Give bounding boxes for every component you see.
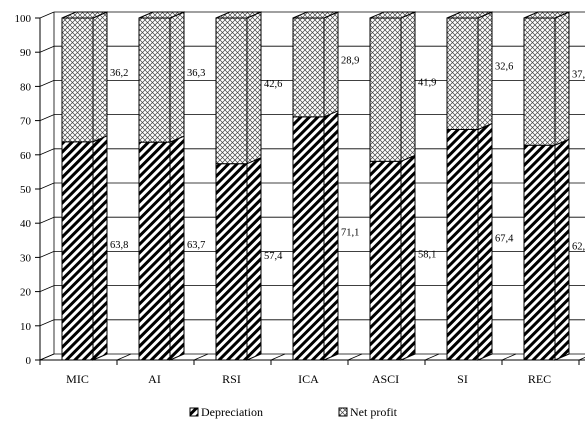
legend-swatch	[189, 407, 199, 417]
gridline-side	[39, 285, 55, 292]
data-label-depreciation: 63,7	[187, 240, 205, 251]
data-label-net-profit: 28,9	[341, 55, 359, 66]
y-tick-label: 10	[20, 321, 32, 333]
y-tick-label: 20	[20, 287, 32, 299]
y-tick-label: 0	[26, 355, 32, 367]
gridline-side	[39, 45, 55, 53]
gridline-side	[39, 182, 55, 190]
y-tick-label: 60	[20, 150, 32, 162]
legend-swatch	[338, 407, 348, 417]
y-tick-label: 100	[15, 13, 32, 25]
bar-net-profit	[138, 17, 171, 143]
data-labels: 63,8 36,2 63,7 36,3 57,4 42,6 71,1 28,9 58,1 41,9…	[110, 55, 585, 261]
data-label-depreciation: 58,1	[418, 250, 436, 261]
gridline-side	[39, 216, 55, 224]
legend-label: Depreciation	[201, 405, 263, 419]
gridline-side	[39, 80, 55, 87]
y-tick-label: 50	[20, 184, 32, 196]
bar-depreciation	[523, 144, 556, 361]
bar-top	[138, 11, 185, 19]
data-label-net-profit: 36,2	[110, 68, 128, 79]
data-label-depreciation: 63,8	[110, 240, 128, 251]
data-label-net-profit: 37,2	[572, 70, 585, 81]
y-tick-label: 30	[20, 252, 32, 264]
data-label-depreciation: 62,8	[572, 242, 585, 253]
bar-net-profit-side	[323, 11, 339, 118]
bar-net-profit-side	[92, 11, 108, 143]
bar-depreciation-side	[92, 135, 108, 361]
bar-depreciation	[61, 141, 94, 361]
legend: Depreciation Net profit	[189, 405, 398, 419]
x-tick-label: REC	[528, 372, 551, 386]
bar-depreciation	[369, 160, 402, 361]
bar-top	[369, 11, 416, 19]
floor-line	[39, 353, 55, 361]
bar-net-profit-side	[554, 11, 570, 146]
gridline-side	[39, 114, 55, 121]
bar-depreciation-side	[323, 110, 339, 361]
bar-depreciation	[138, 141, 171, 361]
bar-top	[523, 11, 570, 19]
bar-depreciation-side	[477, 122, 493, 361]
x-tick-label: AI	[148, 372, 161, 386]
data-label-depreciation: 67,4	[495, 234, 514, 245]
gridline-side	[39, 251, 55, 258]
floor-line	[578, 356, 585, 361]
gridline-side	[39, 319, 55, 327]
data-label-depreciation: 71,1	[341, 227, 359, 238]
bars	[61, 11, 570, 361]
bar-depreciation-side	[169, 135, 185, 361]
bar-depreciation	[446, 128, 479, 361]
x-tick-label: ICA	[298, 372, 319, 386]
data-label-net-profit: 36,3	[187, 68, 205, 79]
x-tick-label: ASCI	[372, 372, 399, 386]
floor-line	[347, 353, 363, 361]
bar-depreciation-side	[246, 156, 262, 361]
gridline-side	[39, 148, 55, 156]
bar-net-profit	[446, 17, 479, 130]
y-tick-label: 80	[20, 81, 32, 93]
bar-net-profit	[61, 17, 94, 143]
data-label-net-profit: 42,6	[264, 79, 282, 90]
data-label-net-profit: 41,9	[418, 78, 436, 89]
y-tick-label: 90	[20, 47, 32, 59]
bar-top	[292, 11, 339, 19]
bar-net-profit-side	[169, 11, 185, 143]
floor-line	[501, 353, 517, 361]
bar-depreciation-side	[554, 138, 570, 361]
x-tick-label: SI	[457, 372, 468, 386]
bar-depreciation	[292, 116, 325, 361]
floor-line	[116, 353, 132, 361]
bar-net-profit-side	[400, 11, 416, 163]
legend-label: Net profit	[350, 405, 398, 419]
bar-depreciation-side	[400, 154, 416, 361]
y-tick-label: 40	[20, 218, 32, 230]
data-label-net-profit: 32,6	[495, 62, 513, 73]
data-label-depreciation: 57,4	[264, 251, 283, 262]
floor-line	[270, 353, 286, 361]
bar-depreciation	[215, 163, 248, 361]
bar-net-profit	[369, 17, 402, 162]
bar-net-profit	[215, 17, 248, 165]
floor-line	[193, 353, 209, 361]
bar-top	[215, 11, 262, 19]
y-tick-label: 70	[20, 116, 32, 128]
floor-line	[424, 353, 440, 361]
x-tick-label: RSI	[222, 372, 241, 386]
gridline-side	[39, 11, 55, 19]
bar-net-profit-side	[246, 11, 262, 165]
bar-top	[446, 11, 493, 19]
bar-top	[61, 11, 108, 19]
bar-net-profit	[292, 17, 325, 118]
bar-net-profit	[523, 17, 556, 146]
x-tick-label: MIC	[66, 372, 89, 386]
bar-net-profit-side	[477, 11, 493, 131]
